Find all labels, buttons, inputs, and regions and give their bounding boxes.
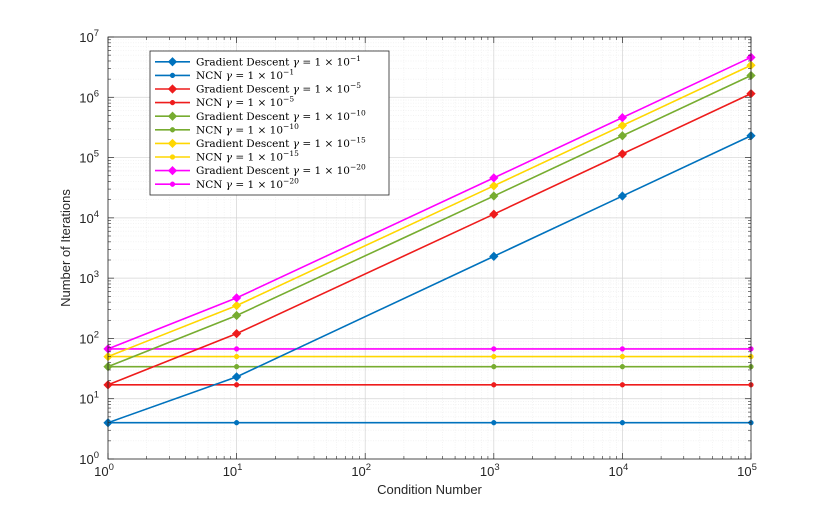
data-point-ncn-gamma-1e-20 bbox=[619, 346, 626, 352]
legend-label: NCN γ = 1 × 10−5 bbox=[196, 95, 294, 110]
legend-item-ncn-gamma-1e-10: NCN γ = 1 × 10−10 bbox=[155, 122, 299, 137]
legend-marker-swatch bbox=[167, 84, 178, 94]
legend-item-gradient-descent-gamma-1e-15: Gradient Descent γ = 1 × 10−15 bbox=[155, 136, 366, 151]
legend-marker-swatch bbox=[169, 181, 176, 187]
y-tick-label: 107 bbox=[79, 28, 99, 45]
legend-item-ncn-gamma-1e-5: NCN γ = 1 × 10−5 bbox=[155, 95, 294, 110]
data-point-ncn-gamma-1e-1 bbox=[233, 420, 240, 426]
data-point-ncn-gamma-1e-10 bbox=[233, 364, 240, 370]
data-point-ncn-gamma-1e-10 bbox=[491, 364, 497, 370]
legend-item-gradient-descent-gamma-1e-1: Gradient Descent γ = 1 × 10−1 bbox=[155, 54, 361, 69]
x-tick-label: 103 bbox=[480, 462, 500, 479]
data-point-gradient-descent-gamma-1e-10 bbox=[617, 131, 628, 141]
legend-marker-swatch bbox=[167, 111, 178, 121]
x-tick-label: 101 bbox=[223, 462, 243, 479]
data-point-ncn-gamma-1e-20 bbox=[491, 346, 497, 352]
y-axis-label: Number of Iterations bbox=[58, 189, 73, 307]
y-tick-label: 103 bbox=[79, 269, 99, 286]
legend-label: NCN γ = 1 × 10−10 bbox=[196, 122, 299, 137]
data-point-gradient-descent-gamma-1e-20 bbox=[617, 112, 628, 123]
data-point-ncn-gamma-1e-1 bbox=[491, 420, 497, 426]
data-point-gradient-descent-gamma-1e-10 bbox=[489, 191, 499, 201]
legend-marker-swatch bbox=[167, 165, 178, 176]
data-point-ncn-gamma-1e-5 bbox=[233, 382, 240, 388]
data-point-gradient-descent-gamma-1e-5 bbox=[489, 209, 499, 219]
legend-item-gradient-descent-gamma-1e-10: Gradient Descent γ = 1 × 10−10 bbox=[155, 108, 366, 123]
legend-item-gradient-descent-gamma-1e-5: Gradient Descent γ = 1 × 10−5 bbox=[155, 81, 361, 96]
data-point-gradient-descent-gamma-1e-15 bbox=[617, 120, 628, 131]
data-point-gradient-descent-gamma-1e-15 bbox=[489, 181, 499, 191]
data-point-gradient-descent-gamma-1e-5 bbox=[617, 149, 628, 159]
data-point-gradient-descent-gamma-1e-1 bbox=[489, 251, 499, 261]
legend-marker-swatch bbox=[167, 138, 178, 149]
legend-label: Gradient Descent γ = 1 × 10−15 bbox=[196, 136, 366, 151]
data-point-ncn-gamma-1e-15 bbox=[491, 353, 497, 360]
series-ncn-gamma-1e-10 bbox=[105, 364, 754, 370]
x-tick-labels: 100 101 102 103 104 105 bbox=[94, 462, 757, 479]
legend-label: NCN γ = 1 × 10−1 bbox=[196, 68, 294, 83]
data-point-ncn-gamma-1e-10 bbox=[619, 364, 626, 370]
y-tick-label: 102 bbox=[79, 329, 99, 346]
data-point-ncn-gamma-1e-20 bbox=[233, 346, 240, 352]
legend-label: Gradient Descent γ = 1 × 10−1 bbox=[196, 54, 361, 69]
y-tick-label: 106 bbox=[79, 88, 99, 105]
data-point-gradient-descent-gamma-1e-20 bbox=[231, 293, 242, 303]
data-point-ncn-gamma-1e-1 bbox=[619, 420, 626, 426]
data-point-gradient-descent-gamma-1e-10 bbox=[231, 310, 242, 321]
data-point-gradient-descent-gamma-1e-20 bbox=[489, 173, 499, 183]
legend-item-ncn-gamma-1e-15: NCN γ = 1 × 10−15 bbox=[155, 149, 299, 164]
axis-ticks bbox=[107, 36, 752, 460]
x-tick-label: 105 bbox=[737, 462, 757, 479]
data-point-ncn-gamma-1e-15 bbox=[233, 353, 240, 360]
data-point-ncn-gamma-1e-15 bbox=[619, 353, 626, 360]
legend-marker-swatch bbox=[169, 154, 176, 160]
legend-marker-swatch bbox=[169, 99, 176, 106]
x-tick-label: 104 bbox=[609, 462, 629, 479]
legend-item-ncn-gamma-1e-20: NCN γ = 1 × 10−20 bbox=[155, 176, 299, 191]
y-tick-label: 105 bbox=[79, 149, 99, 166]
x-tick-label: 102 bbox=[351, 462, 371, 479]
data-point-gradient-descent-gamma-1e-5 bbox=[231, 329, 242, 339]
legend-label: Gradient Descent γ = 1 × 10−5 bbox=[196, 81, 361, 96]
y-tick-label: 104 bbox=[79, 209, 99, 226]
data-point-gradient-descent-gamma-1e-15 bbox=[231, 301, 242, 311]
x-tick-label: 100 bbox=[94, 462, 114, 479]
y-tick-label: 101 bbox=[79, 390, 99, 407]
legend-item-ncn-gamma-1e-1: NCN γ = 1 × 10−1 bbox=[155, 68, 294, 83]
x-axis-label: Condition Number bbox=[377, 482, 482, 497]
legend-item-gradient-descent-gamma-1e-20: Gradient Descent γ = 1 × 10−20 bbox=[155, 163, 366, 178]
legend-marker-swatch bbox=[169, 127, 176, 133]
plot-frame bbox=[107, 36, 752, 460]
data-point-gradient-descent-gamma-1e-1 bbox=[617, 191, 628, 201]
legend-marker-swatch bbox=[169, 72, 176, 79]
data-point-ncn-gamma-1e-5 bbox=[619, 382, 626, 388]
legend-label: NCN γ = 1 × 10−20 bbox=[196, 176, 299, 191]
data-point-ncn-gamma-1e-5 bbox=[491, 382, 497, 388]
data-point-gradient-descent-gamma-1e-1 bbox=[231, 372, 242, 382]
legend-label: Gradient Descent γ = 1 × 10−20 bbox=[196, 163, 366, 178]
series-ncn-gamma-1e-5 bbox=[105, 382, 754, 388]
legend-label: NCN γ = 1 × 10−15 bbox=[196, 149, 299, 164]
legend-label: Gradient Descent γ = 1 × 10−10 bbox=[196, 108, 366, 123]
legend-marker-swatch bbox=[167, 57, 178, 67]
